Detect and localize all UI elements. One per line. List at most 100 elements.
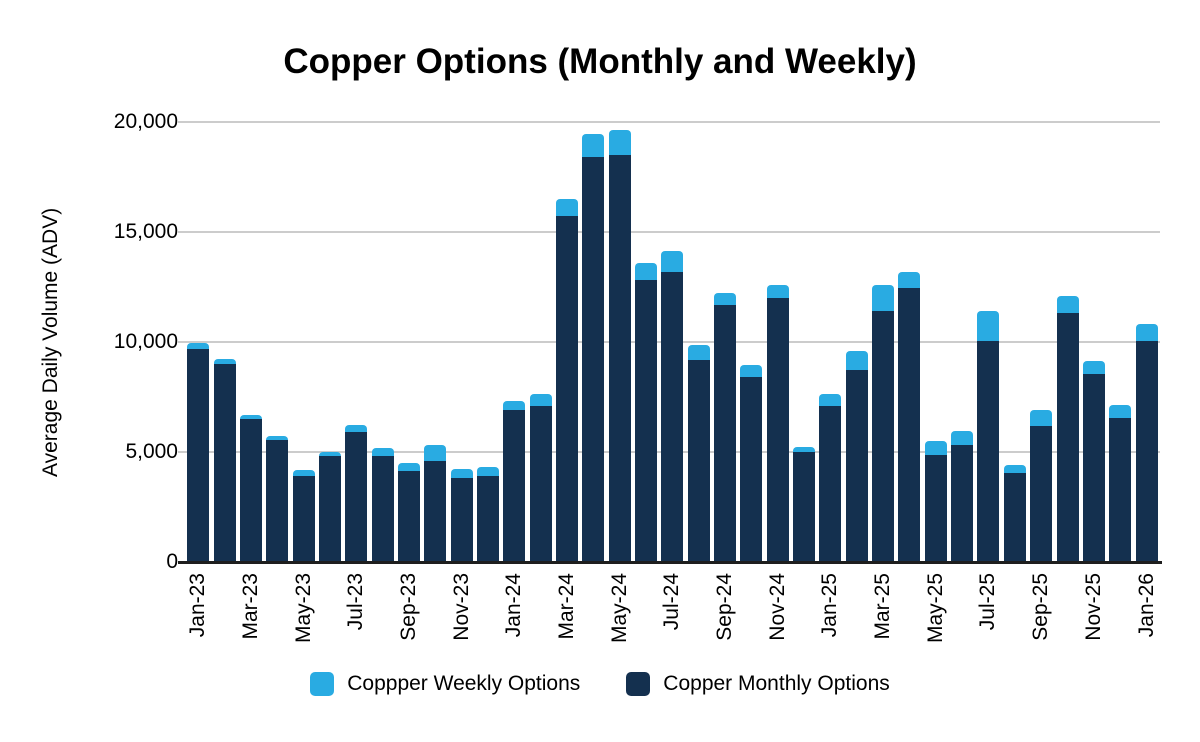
x-tick-label: Nov-25 (1081, 573, 1105, 641)
bar-series (185, 122, 1160, 562)
bar-segment-monthly (661, 271, 684, 562)
x-label-cell (475, 567, 501, 672)
legend-label-weekly: Coppper Weekly Options (347, 672, 581, 695)
bar-segment-weekly (292, 469, 315, 477)
bar-Dec-23 (475, 122, 501, 562)
bar-segment-weekly (687, 345, 710, 360)
x-tick-label: Jul-24 (660, 573, 684, 631)
x-label-cell: Mar-23 (238, 567, 264, 672)
x-label-cell (369, 567, 395, 672)
legend-swatch-monthly (626, 672, 651, 696)
bar-segment-monthly (924, 455, 947, 562)
legend-item-monthly: Copper Monthly Options (626, 672, 890, 696)
x-tick-label: Mar-25 (871, 573, 895, 640)
bar-Feb-23 (211, 122, 237, 562)
bar-segment-monthly (397, 470, 420, 562)
x-label-cell (580, 567, 606, 672)
bar-segment-monthly (292, 476, 315, 562)
bar-segment-weekly (371, 447, 394, 457)
bar-segment-monthly (687, 359, 710, 562)
bar-segment-weekly (1003, 465, 1026, 473)
bar-Jan-26 (1133, 122, 1159, 562)
bar-segment-weekly (555, 199, 578, 216)
bar-Aug-25 (1002, 122, 1028, 562)
bar-segment-monthly (1135, 340, 1158, 562)
bar-segment-monthly (635, 280, 658, 562)
bar-segment-monthly (213, 364, 236, 562)
x-axis-labels: Jan-23 Mar-23 May-23 Jul-23 Sep-23 Nov-23 Jan-… (185, 567, 1160, 672)
bar-Jul-25 (975, 122, 1001, 562)
x-tick-label: Nov-24 (765, 573, 789, 641)
legend: Coppper Weekly Options Copper Monthly Opt… (0, 672, 1200, 696)
x-label-cell (633, 567, 659, 672)
bar-segment-weekly (213, 358, 236, 364)
x-label-cell: Sep-24 (712, 567, 738, 672)
bar-segment-weekly (345, 424, 368, 433)
x-label-cell (1054, 567, 1080, 672)
bar-segment-weekly (740, 365, 763, 378)
bar-segment-monthly (608, 155, 631, 562)
x-label-cell (844, 567, 870, 672)
bar-segment-monthly (239, 419, 262, 562)
bar-Jan-23 (185, 122, 211, 562)
x-label-cell (896, 567, 922, 672)
bar-segment-monthly (898, 288, 921, 562)
bar-segment-weekly (397, 463, 420, 471)
bar-segment-weekly (1030, 410, 1053, 426)
x-label-cell: Nov-23 (448, 567, 474, 672)
bar-Jun-23 (317, 122, 343, 562)
x-label-cell: Jan-23 (185, 567, 211, 672)
bar-segment-weekly (608, 129, 631, 155)
bar-segment-monthly (1056, 313, 1079, 562)
bar-segment-weekly (424, 445, 447, 461)
bar-Apr-24 (580, 122, 606, 562)
bar-segment-monthly (977, 340, 1000, 562)
x-label-cell: Jan-24 (501, 567, 527, 672)
y-axis-tick-labels: 20,000 15,000 10,000 5,000 0 (80, 110, 178, 573)
bar-segment-weekly (582, 134, 605, 158)
bar-Jun-25 (949, 122, 975, 562)
x-label-cell (949, 567, 975, 672)
plot-area (178, 121, 1162, 564)
bar-segment-weekly (793, 446, 816, 452)
bar-segment-monthly (1003, 472, 1026, 562)
bar-segment-weekly (476, 467, 499, 477)
legend-label-monthly: Copper Monthly Options (663, 672, 890, 695)
bar-segment-weekly (1135, 324, 1158, 341)
bar-segment-monthly (424, 460, 447, 562)
x-label-cell: May-23 (290, 567, 316, 672)
x-label-cell: May-25 (923, 567, 949, 672)
bar-segment-monthly (819, 405, 842, 562)
x-tick-label: Nov-23 (449, 573, 473, 641)
bar-Mar-23 (238, 122, 264, 562)
bar-segment-weekly (924, 441, 947, 456)
x-label-cell: Jan-25 (817, 567, 843, 672)
bar-Aug-24 (686, 122, 712, 562)
legend-item-weekly: Coppper Weekly Options (310, 672, 580, 696)
bar-segment-monthly (740, 377, 763, 562)
bar-segment-monthly (450, 478, 473, 562)
x-label-cell (738, 567, 764, 672)
bar-Nov-23 (448, 122, 474, 562)
y-tick-label: 15,000 (113, 220, 178, 243)
bar-segment-weekly (1082, 360, 1105, 374)
x-label-cell (317, 567, 343, 672)
bar-segment-weekly (450, 468, 473, 479)
x-label-cell: Jul-25 (975, 567, 1001, 672)
x-tick-label: Mar-23 (238, 573, 262, 640)
bar-segment-weekly (529, 393, 552, 406)
x-tick-label: Mar-24 (554, 573, 578, 640)
bar-May-25 (923, 122, 949, 562)
bar-segment-monthly (476, 476, 499, 562)
bar-segment-weekly (635, 262, 658, 281)
bar-segment-monthly (1109, 417, 1132, 562)
bar-Nov-25 (1081, 122, 1107, 562)
bar-segment-weekly (951, 431, 974, 446)
x-axis-line (178, 561, 1162, 564)
bar-segment-monthly (371, 456, 394, 562)
bar-segment-monthly (529, 405, 552, 562)
bar-segment-weekly (266, 435, 289, 440)
bar-Dec-25 (1107, 122, 1133, 562)
bar-segment-monthly (266, 439, 289, 562)
